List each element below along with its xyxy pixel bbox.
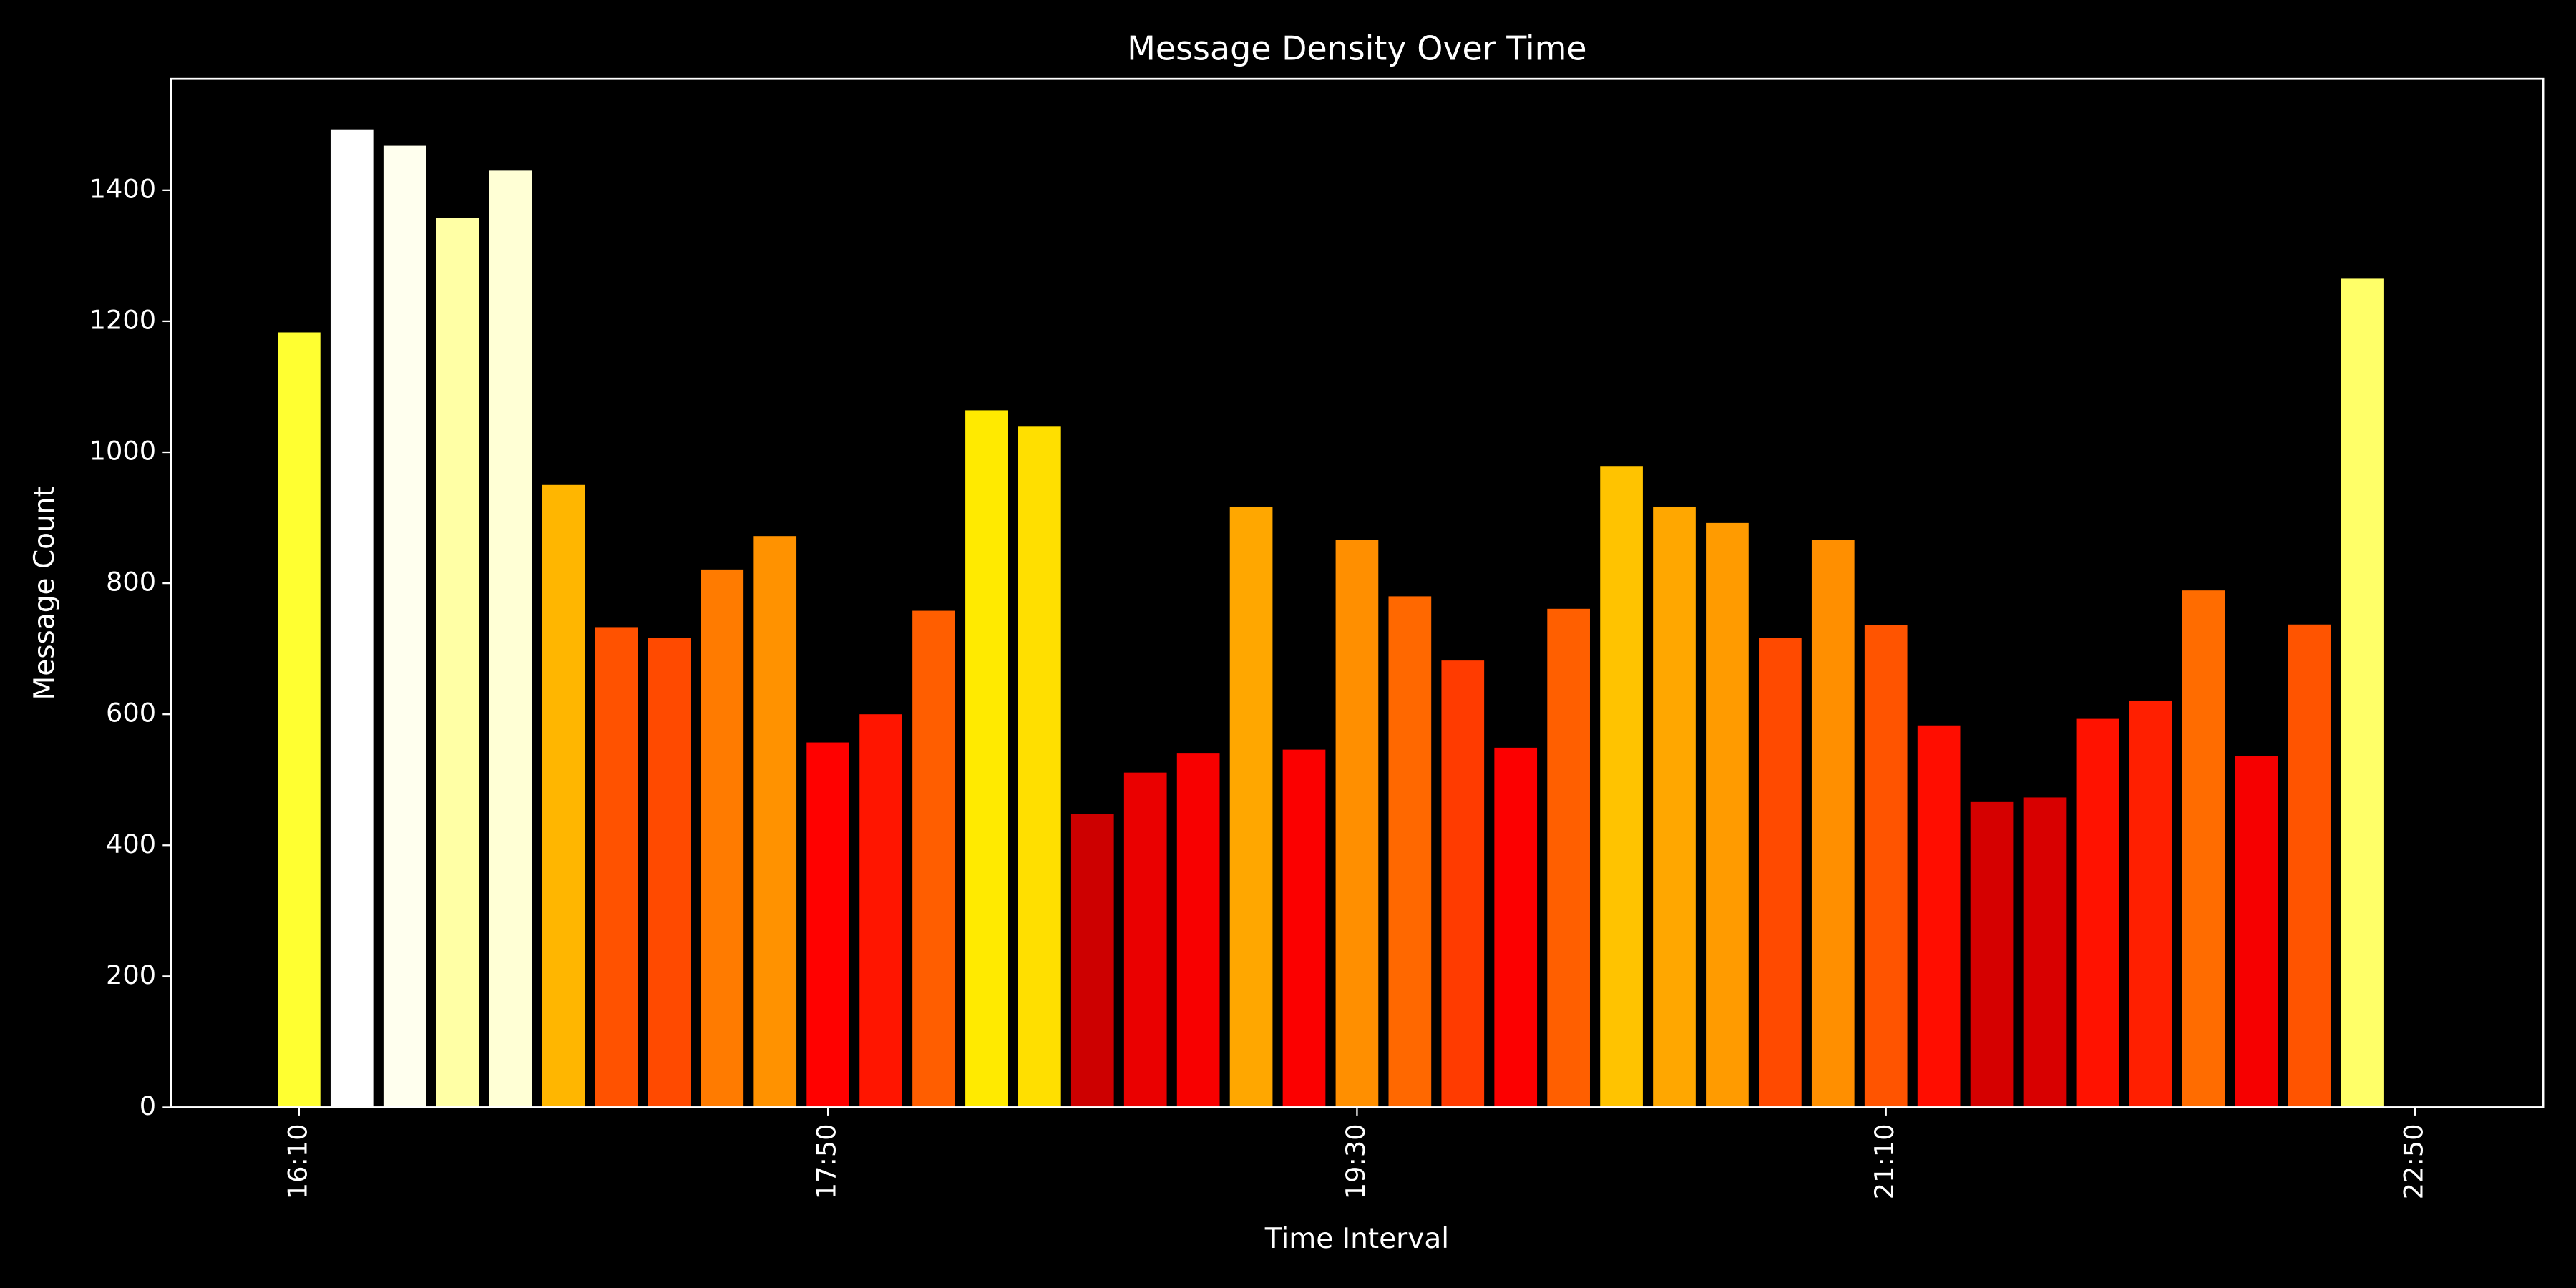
bar bbox=[1070, 814, 1114, 1108]
y-tick-label: 800 bbox=[106, 567, 156, 597]
bar bbox=[1494, 747, 1538, 1108]
bar bbox=[1388, 596, 1432, 1108]
bar bbox=[912, 610, 955, 1108]
bar bbox=[436, 218, 479, 1108]
y-tick-label: 1200 bbox=[89, 304, 156, 335]
y-tick-label: 0 bbox=[140, 1091, 156, 1121]
y-tick-label: 400 bbox=[106, 829, 156, 859]
bar bbox=[1282, 749, 1326, 1108]
bar bbox=[1018, 426, 1061, 1108]
bar bbox=[965, 410, 1008, 1108]
bar bbox=[542, 484, 585, 1108]
x-tick-label: 19:30 bbox=[1340, 1123, 1371, 1199]
bar bbox=[1811, 540, 1855, 1108]
y-tick-label: 1000 bbox=[89, 436, 156, 467]
bar bbox=[1864, 625, 1908, 1108]
bar bbox=[1653, 506, 1696, 1108]
bar bbox=[1547, 608, 1590, 1108]
bar bbox=[1970, 801, 2014, 1108]
bar bbox=[1441, 660, 1485, 1108]
plot-frame bbox=[170, 77, 2545, 1108]
bar bbox=[489, 170, 532, 1108]
bar bbox=[806, 742, 849, 1108]
chart-title: Message Density Over Time bbox=[1127, 29, 1586, 68]
bar bbox=[330, 129, 374, 1108]
x-tick-label: 22:50 bbox=[2399, 1123, 2429, 1199]
bar bbox=[1176, 753, 1220, 1108]
bar bbox=[2394, 1097, 2436, 1108]
bar bbox=[595, 627, 638, 1108]
bar bbox=[2235, 756, 2278, 1108]
bar bbox=[753, 536, 797, 1108]
y-tick-label: 1400 bbox=[89, 173, 156, 204]
x-axis-label: Time Interval bbox=[1264, 1223, 1449, 1255]
bar bbox=[859, 714, 902, 1108]
x-tick-label: 16:10 bbox=[282, 1123, 313, 1199]
bar bbox=[2076, 718, 2119, 1108]
bar bbox=[1229, 506, 1273, 1108]
bar bbox=[383, 145, 426, 1108]
bar bbox=[648, 638, 691, 1108]
y-tick-label: 200 bbox=[106, 960, 156, 990]
bar bbox=[2023, 797, 2067, 1108]
bar bbox=[2288, 624, 2331, 1108]
bar bbox=[1917, 725, 1961, 1108]
bar bbox=[278, 332, 321, 1108]
bar bbox=[2129, 700, 2172, 1108]
x-tick-label: 21:10 bbox=[1869, 1123, 1900, 1199]
y-axis-label: Message Count bbox=[29, 486, 61, 700]
bar bbox=[1335, 540, 1379, 1108]
bar bbox=[1123, 772, 1167, 1108]
bar bbox=[1600, 466, 1643, 1108]
bar bbox=[701, 569, 744, 1108]
bar bbox=[2341, 278, 2384, 1108]
bar bbox=[2182, 590, 2225, 1108]
x-tick-label: 17:50 bbox=[811, 1123, 842, 1199]
y-tick-label: 600 bbox=[106, 698, 156, 728]
bar bbox=[1706, 522, 1749, 1108]
bar bbox=[1759, 638, 1802, 1108]
